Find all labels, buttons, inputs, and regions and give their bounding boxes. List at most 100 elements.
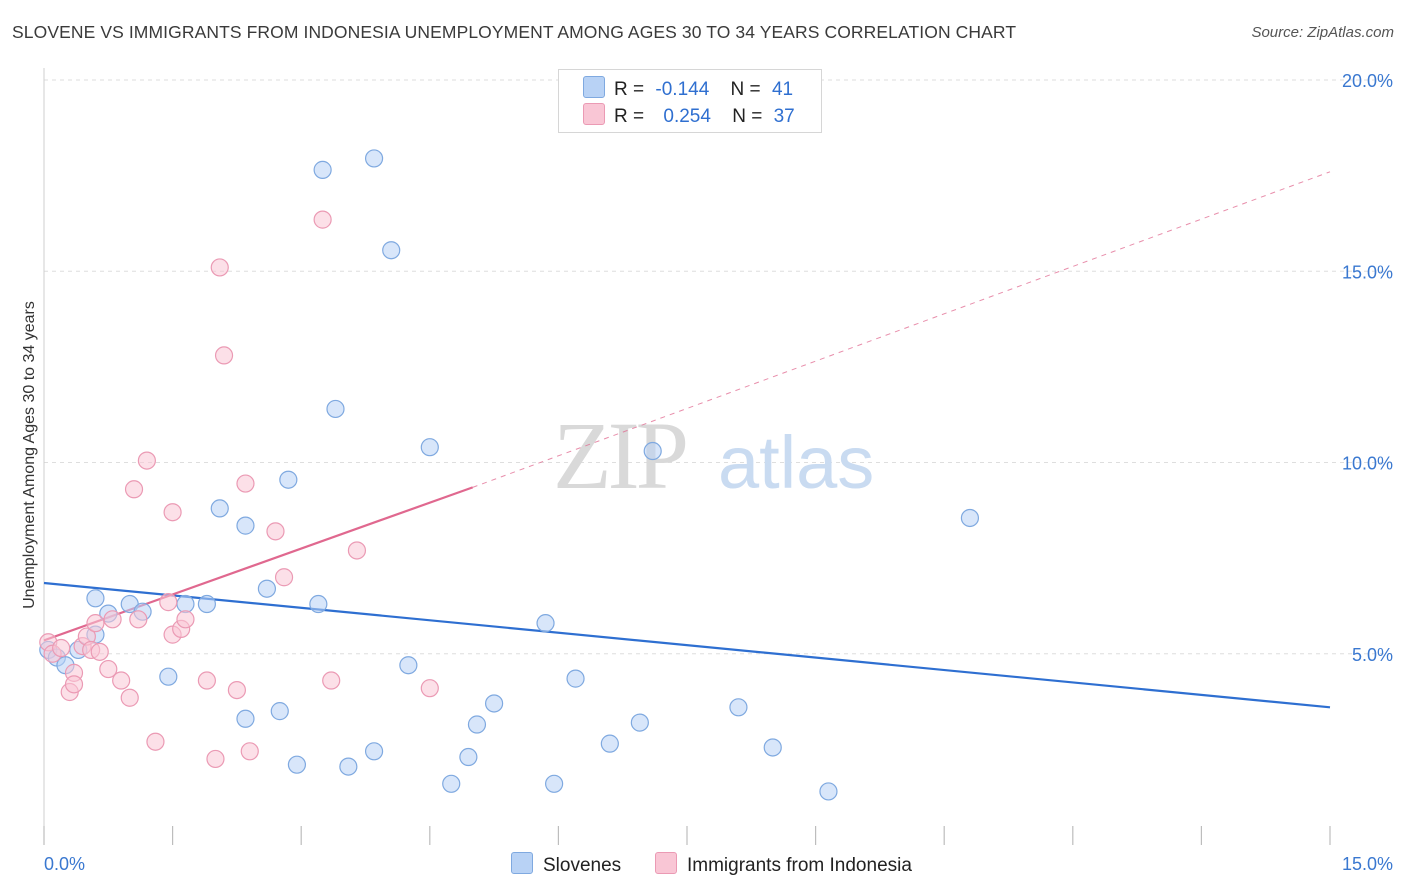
slovenes-point bbox=[197, 594, 216, 614]
slovenes-point bbox=[279, 470, 298, 489]
indonesia-point bbox=[214, 346, 234, 365]
indonesia-point bbox=[197, 671, 216, 690]
tick-labels: 5.0% 10.0% 15.0% 20.0% 0.0% 15.0% bbox=[44, 71, 1393, 874]
slovenes-point bbox=[257, 579, 277, 598]
slovenes-point bbox=[313, 160, 332, 179]
slovenes-point bbox=[467, 715, 487, 734]
indonesia-trend-extension bbox=[472, 171, 1331, 488]
bottom-legend-slovenes: Slovenes bbox=[511, 852, 621, 877]
indonesia-point bbox=[86, 614, 105, 633]
indonesia-point bbox=[210, 258, 229, 277]
indonesia-point bbox=[64, 675, 84, 694]
slovenes-point bbox=[86, 589, 105, 608]
indonesia-point bbox=[103, 610, 122, 629]
indonesia-point bbox=[137, 451, 156, 470]
slovenes-point bbox=[339, 757, 358, 776]
watermark-zip: ZIP bbox=[553, 402, 686, 509]
slovenes-point bbox=[729, 698, 748, 717]
slovenes-point bbox=[326, 399, 345, 419]
indonesia-point bbox=[176, 610, 195, 629]
slovenes-point bbox=[210, 499, 229, 518]
x-tick-label-max: 15.0% bbox=[1342, 854, 1393, 874]
indonesia-point bbox=[159, 593, 178, 612]
slovenes-point bbox=[536, 614, 555, 633]
slovenes-point bbox=[364, 149, 384, 168]
indonesia-point bbox=[146, 732, 165, 751]
bottom-legend-indonesia: Immigrants from Indonesia bbox=[655, 852, 912, 877]
slovenes-point bbox=[236, 709, 255, 728]
y-axis-label: Unemployment Among Ages 30 to 34 years bbox=[21, 301, 38, 609]
indonesia-point bbox=[124, 480, 144, 499]
slovenes-point bbox=[442, 774, 461, 793]
indonesia-point bbox=[240, 742, 259, 761]
bottom-legend-swatch-pink bbox=[655, 852, 677, 874]
slovenes-point bbox=[643, 441, 662, 461]
indonesia-point bbox=[112, 671, 131, 690]
indonesia-point bbox=[236, 474, 255, 493]
legend-r-value: 0.254 bbox=[663, 106, 711, 127]
legend-swatch-blue bbox=[583, 76, 605, 98]
slovenes-point bbox=[399, 656, 418, 675]
slovenes-point bbox=[485, 694, 504, 713]
legend-r-label: R = bbox=[614, 79, 645, 100]
bottom-legend-label: Immigrants from Indonesia bbox=[687, 855, 912, 876]
y-tick-label: 5.0% bbox=[1352, 645, 1393, 665]
slovenes-point bbox=[763, 738, 782, 757]
indonesia-point bbox=[129, 610, 148, 629]
indonesia-point bbox=[420, 679, 439, 698]
indonesia-point bbox=[163, 503, 182, 522]
slovenes-point bbox=[236, 516, 255, 535]
y-tick-label: 15.0% bbox=[1342, 262, 1393, 282]
slovenes-point bbox=[287, 755, 307, 774]
trend-lines bbox=[43, 171, 1331, 709]
slovenes-point bbox=[382, 241, 401, 260]
x-tick-label-min: 0.0% bbox=[44, 854, 85, 874]
indonesia-point bbox=[274, 568, 294, 587]
slovenes-trend-line bbox=[43, 581, 1331, 709]
slovenes-point bbox=[420, 438, 439, 457]
bottom-legend-swatch-blue bbox=[511, 852, 533, 874]
slovenes-point bbox=[545, 774, 564, 793]
legend-row-indonesia: R = 0.254 N = 37 bbox=[583, 103, 795, 127]
legend-n-value: 41 bbox=[771, 79, 794, 100]
indonesia-point bbox=[313, 210, 332, 229]
watermark-atlas: atlas bbox=[718, 421, 874, 504]
slovenes-point bbox=[459, 747, 478, 767]
slovenes-point bbox=[630, 713, 649, 732]
slovenes-point bbox=[159, 667, 178, 686]
legend-n-label: N = bbox=[732, 106, 763, 127]
indonesia-point bbox=[266, 522, 285, 541]
data-points bbox=[39, 149, 980, 801]
indonesia-point bbox=[120, 688, 139, 707]
slovenes-point bbox=[364, 742, 384, 761]
bottom-legend-label: Slovenes bbox=[543, 855, 622, 876]
slovenes-point bbox=[309, 594, 328, 614]
legend-n-value: 37 bbox=[773, 106, 795, 127]
slovenes-point bbox=[566, 669, 585, 688]
slovenes-point bbox=[176, 594, 195, 614]
indonesia-point bbox=[206, 749, 225, 769]
watermark: ZIP atlas bbox=[553, 402, 874, 509]
slovenes-point bbox=[960, 508, 980, 528]
slovenes-point bbox=[819, 782, 838, 801]
legend-n-label: N = bbox=[730, 79, 761, 100]
legend-r-value: -0.144 bbox=[655, 79, 710, 100]
indonesia-point bbox=[347, 541, 367, 560]
legend-swatch-pink bbox=[583, 103, 605, 125]
slovenes-point bbox=[270, 702, 289, 721]
slovenes-point bbox=[600, 734, 619, 753]
legend-row-slovenes: R = -0.144 N = 41 bbox=[583, 76, 793, 100]
correlation-legend: R = -0.144 N = 41 R = 0.254 N = 37 bbox=[558, 69, 822, 133]
indonesia-point bbox=[52, 638, 71, 658]
source-label: Source: ZipAtlas.com bbox=[1251, 24, 1394, 41]
y-tick-label: 10.0% bbox=[1342, 454, 1393, 474]
legend-r-label: R = bbox=[614, 106, 645, 127]
y-tick-label: 20.0% bbox=[1342, 71, 1393, 91]
indonesia-point bbox=[322, 671, 341, 690]
indonesia-point bbox=[90, 642, 109, 661]
indonesia-point bbox=[227, 680, 246, 700]
chart-title: SLOVENE VS IMMIGRANTS FROM INDONESIA UNE… bbox=[12, 22, 1017, 42]
axes bbox=[43, 68, 1331, 845]
indonesia-point bbox=[99, 659, 118, 679]
